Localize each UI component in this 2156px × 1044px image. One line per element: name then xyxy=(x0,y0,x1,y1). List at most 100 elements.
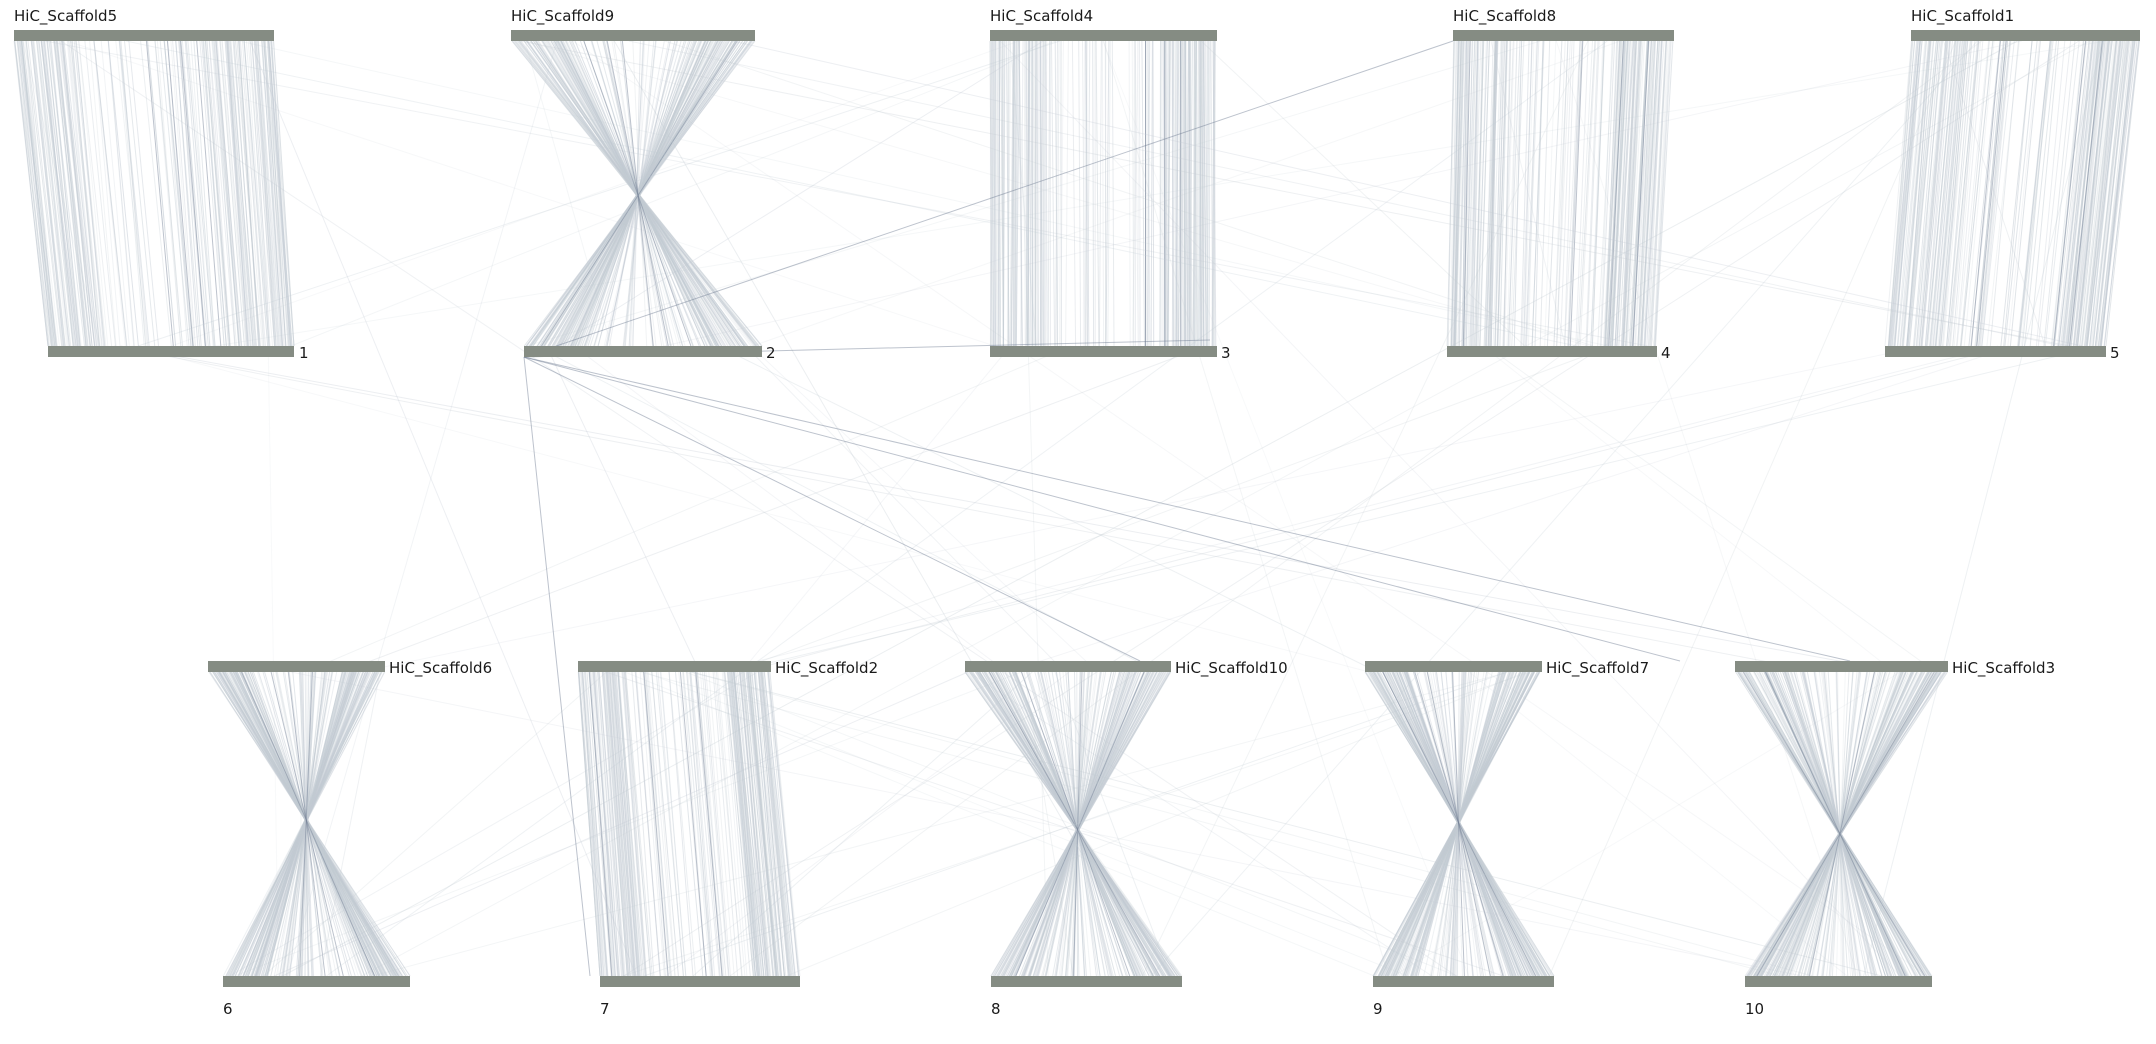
synteny-link xyxy=(567,40,713,347)
synteny-link-dark xyxy=(1809,671,1875,977)
synteny-link xyxy=(1006,671,1145,977)
synteny-link xyxy=(1503,40,1515,347)
query-chromosome-bar[interactable] xyxy=(600,976,800,987)
synteny-link xyxy=(40,40,77,347)
reference-chromosome-bar[interactable] xyxy=(1453,30,1674,41)
synteny-link xyxy=(601,671,623,977)
synteny-link xyxy=(1412,671,1505,977)
query-chromosome-bar[interactable] xyxy=(1885,346,2106,357)
synteny-link xyxy=(659,671,687,977)
inter-chromosomal-link xyxy=(125,40,1577,347)
reference-chromosome-bar[interactable] xyxy=(1911,30,2140,41)
synteny-link xyxy=(562,40,715,347)
synteny-link xyxy=(1041,671,1111,977)
synteny-link xyxy=(1567,40,1581,347)
reference-chromosome-bar[interactable] xyxy=(1735,661,1948,672)
reference-chromosome-bar[interactable] xyxy=(965,661,1171,672)
synteny-link xyxy=(733,671,763,977)
synteny-link xyxy=(263,40,287,347)
query-chromosome-bar[interactable] xyxy=(1745,976,1932,987)
inter-chromosomal-link xyxy=(114,345,1821,673)
synteny-link xyxy=(93,40,121,347)
synteny-link xyxy=(760,671,791,977)
synteny-link xyxy=(1036,40,1039,347)
synteny-link xyxy=(1037,671,1121,977)
reference-chromosome-label: HiC_Scaffold8 xyxy=(1453,7,1556,26)
reference-chromosome-bar[interactable] xyxy=(208,661,385,672)
synteny-link xyxy=(1813,671,1861,977)
synteny-link xyxy=(1606,40,1625,347)
synteny-link xyxy=(234,671,384,977)
synteny-link xyxy=(1084,40,1087,347)
query-chromosome-bar[interactable] xyxy=(48,346,294,357)
query-chromosome-bar[interactable] xyxy=(991,976,1182,987)
synteny-link xyxy=(1067,671,1085,977)
synteny-link xyxy=(2007,40,2040,347)
reference-chromosome-bar[interactable] xyxy=(578,661,771,672)
synteny-link xyxy=(1507,40,1521,347)
synteny-link xyxy=(1187,40,1192,347)
synteny-link xyxy=(267,40,286,347)
synteny-link xyxy=(2092,40,2125,347)
synteny-link xyxy=(1201,40,1204,347)
synteny-link xyxy=(1172,40,1177,347)
synteny-link-dark xyxy=(583,40,692,347)
synteny-link xyxy=(219,671,397,977)
synteny-link xyxy=(68,40,103,347)
query-chromosome-bar[interactable] xyxy=(1373,976,1554,987)
synteny-link xyxy=(1760,671,1932,977)
query-chromosome-bar[interactable] xyxy=(524,346,762,357)
reference-chromosome-bar[interactable] xyxy=(14,30,274,41)
synteny-link xyxy=(211,40,237,347)
reference-chromosome-label: HiC_Scaffold7 xyxy=(1546,659,1649,678)
synteny-link xyxy=(1905,40,1932,347)
synteny-link xyxy=(120,40,147,347)
synteny-link xyxy=(979,671,1171,977)
synteny-link xyxy=(249,671,369,977)
synteny-link xyxy=(582,671,609,977)
synteny-link xyxy=(215,671,403,977)
synteny-link xyxy=(1620,40,1637,347)
synteny-link xyxy=(729,671,756,977)
pair-9: HiC_Scaffold7 9 xyxy=(1365,659,1649,1018)
synteny-link xyxy=(1009,671,1152,977)
synteny-link xyxy=(1486,40,1498,347)
synteny-link-dark xyxy=(1742,671,1926,977)
inter-chromosomal-link xyxy=(524,40,612,347)
query-chromosome-bar[interactable] xyxy=(990,346,1217,357)
synteny-link xyxy=(202,40,227,347)
synteny-link xyxy=(193,40,216,347)
query-chromosome-bar[interactable] xyxy=(1447,346,1657,357)
synteny-link xyxy=(1389,671,1525,977)
synteny-link xyxy=(263,40,283,347)
reference-chromosome-bar[interactable] xyxy=(511,30,755,41)
synteny-link xyxy=(212,671,408,977)
reference-chromosome-bar[interactable] xyxy=(1365,661,1542,672)
synteny-link xyxy=(588,671,614,977)
synteny-link xyxy=(1906,40,1931,347)
synteny-link xyxy=(598,671,624,977)
synteny-link xyxy=(978,671,1171,977)
pair-5: HiC_Scaffold1 5 xyxy=(1885,7,2140,362)
synteny-link xyxy=(229,40,256,347)
synteny-link xyxy=(560,40,721,347)
inter-chromosomal-link xyxy=(290,40,1056,347)
synteny-link xyxy=(611,671,635,977)
synteny-link xyxy=(243,40,270,347)
synteny-link xyxy=(1610,40,1628,347)
synteny-link xyxy=(733,671,760,977)
reference-chromosome-bar[interactable] xyxy=(990,30,1217,41)
synteny-link xyxy=(1184,40,1189,347)
synteny-link xyxy=(630,40,644,347)
synteny-link-dark xyxy=(1765,671,1906,977)
query-chromosome-bar[interactable] xyxy=(223,976,410,987)
synteny-link xyxy=(2096,40,2129,347)
synteny-link xyxy=(651,671,679,977)
synteny-link xyxy=(63,40,99,347)
inter-chromosomal-link xyxy=(745,345,1066,673)
synteny-link xyxy=(974,671,1172,977)
synteny-link xyxy=(731,671,759,977)
synteny-link xyxy=(1020,40,1024,347)
synteny-link xyxy=(1891,40,1918,347)
synteny-link xyxy=(1614,40,1630,347)
